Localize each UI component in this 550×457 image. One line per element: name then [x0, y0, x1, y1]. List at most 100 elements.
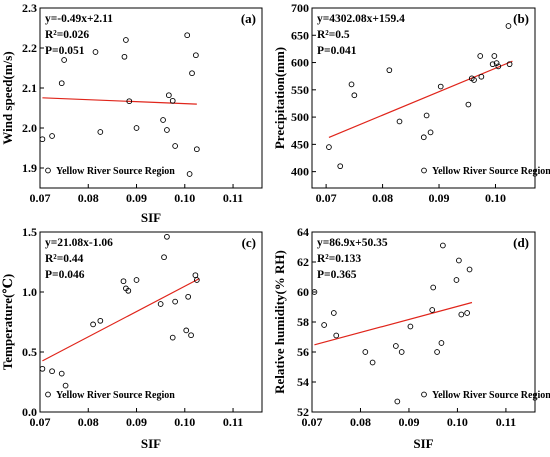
data-point	[126, 98, 133, 105]
panel-label: (a)	[241, 11, 256, 26]
data-point	[477, 53, 484, 59]
y-tick-label: 400	[291, 165, 309, 179]
data-point	[97, 129, 104, 135]
x-axis-title: SIF	[413, 436, 433, 451]
data-point	[396, 118, 403, 125]
y-tick-label: 0.5	[22, 345, 37, 359]
stats-line: y=-0.49x+2.11	[45, 13, 113, 25]
y-tick-label: 600	[291, 56, 309, 70]
data-point	[434, 349, 440, 355]
stats-line: y=21.08x-1.06	[45, 237, 113, 249]
y-tick-label: 54	[297, 375, 309, 389]
data-point	[393, 343, 399, 349]
x-axis-title: SIF	[141, 210, 161, 225]
y-tick-label: 2.1	[22, 81, 37, 95]
x-tick-label: 0.08	[372, 191, 393, 205]
data-point	[164, 233, 170, 240]
y-tick-label: 58	[297, 315, 309, 329]
data-point	[423, 112, 430, 119]
data-point	[466, 266, 473, 273]
x-tick-label: 0.08	[350, 415, 371, 429]
x-tick-label: 0.07	[302, 415, 323, 429]
y-tick-label: 0.0	[22, 405, 37, 419]
data-point	[398, 349, 405, 355]
data-point	[495, 63, 502, 70]
x-tick-label: 0.09	[126, 191, 147, 205]
x-tick-label: 0.10	[174, 415, 195, 429]
x-tick-label: 0.07	[30, 191, 51, 205]
data-point	[120, 278, 127, 285]
y-tick-label: 56	[297, 345, 309, 359]
legend-label: Yellow River Source Region	[56, 390, 175, 401]
legend-label: Yellow River Source Region	[432, 390, 550, 401]
data-point	[333, 332, 340, 339]
data-point	[330, 310, 337, 316]
x-tick-label: 0.08	[78, 191, 99, 205]
data-point	[184, 32, 191, 39]
stats-line: R²=0.44	[45, 253, 84, 265]
data-point	[386, 67, 393, 74]
panel-a: 0.07 0.08 0.09 0.10 0.11 1.9 2.0 2.1 2.2 2.3 SIF Wi…	[0, 1, 263, 225]
data-point	[157, 301, 164, 307]
stats-line: P=0.365	[317, 269, 357, 281]
data-point	[407, 323, 414, 330]
y-tick-label: 52	[297, 405, 309, 419]
data-point	[429, 307, 436, 313]
data-point	[505, 23, 512, 29]
plot-frame	[311, 7, 536, 189]
y-tick-label: 550	[291, 83, 309, 97]
data-point	[49, 368, 55, 375]
legend-marker	[421, 391, 427, 398]
y-tick-label: 1.5	[22, 225, 37, 239]
panel-b: 0.07 0.08 0.09 0.10 400 450 500 550 600 650 700 Pre…	[272, 1, 550, 205]
x-tick-label: 0.09	[126, 415, 147, 429]
x-tick-label: 0.11	[223, 415, 243, 429]
y-axis-title: Precipitation(mm)	[272, 47, 287, 149]
data-point	[39, 136, 46, 143]
stats-line: R²=0.5	[317, 29, 350, 41]
data-point	[192, 272, 199, 279]
data-point	[185, 293, 192, 300]
data-point	[133, 125, 140, 131]
y-tick-label: 650	[291, 28, 309, 42]
data-point	[160, 117, 166, 123]
legend-marker	[45, 391, 51, 398]
y-tick-label: 500	[291, 110, 309, 124]
data-point	[186, 171, 193, 177]
data-point	[193, 146, 200, 153]
data-point	[39, 365, 46, 372]
y-tick-label: 60	[297, 285, 309, 299]
data-point	[311, 289, 318, 295]
x-tick-label: 0.07	[316, 191, 337, 205]
data-point	[493, 60, 500, 66]
panel-d: 0.07 0.08 0.09 0.10 0.11 52 54 56 58 60 62 64 SIF Rel…	[272, 225, 550, 451]
data-point	[337, 163, 344, 170]
y-tick-label: 700	[291, 1, 309, 15]
data-point	[172, 298, 178, 305]
data-point	[430, 284, 437, 291]
y-tick-label: 2.3	[22, 1, 37, 15]
y-tick-label: 2.0	[22, 121, 37, 135]
data-point	[169, 97, 176, 104]
legend-marker	[45, 167, 51, 174]
data-point	[362, 349, 369, 355]
stats-line: y=86.9x+50.35	[317, 237, 388, 249]
data-point	[164, 127, 170, 133]
data-point	[321, 322, 327, 328]
data-point	[62, 382, 69, 389]
x-tick-label: 0.11	[496, 415, 516, 429]
data-point	[97, 317, 104, 324]
data-point	[123, 37, 129, 43]
data-point	[183, 327, 190, 334]
regression-line	[314, 301, 473, 346]
stats-line: P=0.041	[317, 45, 357, 57]
data-point	[394, 398, 401, 405]
panel-label: (d)	[513, 235, 529, 250]
data-point	[172, 143, 178, 149]
panel-label: (c)	[242, 235, 256, 250]
data-point	[92, 49, 99, 55]
regression-line	[42, 278, 200, 362]
stats-line: P=0.051	[45, 45, 85, 57]
panel-c: 0.07 0.08 0.09 0.10 0.11 0.0 0.5 1.0 1.5 SIF Tempe…	[0, 225, 263, 451]
